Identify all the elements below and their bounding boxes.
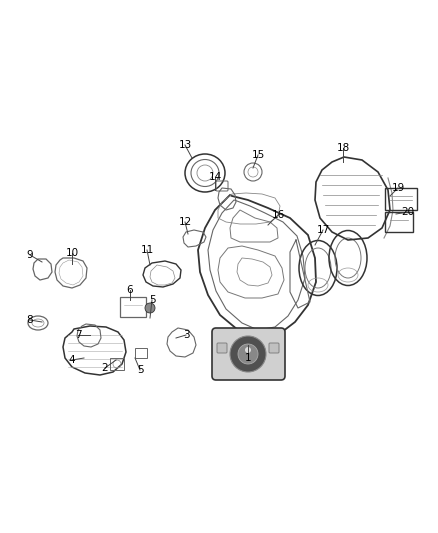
Text: 5: 5 [148,295,155,305]
Text: 4: 4 [69,355,75,365]
Text: 17: 17 [316,225,330,235]
Text: 9: 9 [27,250,33,260]
Text: 6: 6 [127,285,133,295]
Text: 15: 15 [251,150,265,160]
FancyBboxPatch shape [269,343,279,353]
Text: 20: 20 [402,207,414,217]
Text: 19: 19 [392,183,405,193]
Text: 18: 18 [336,143,350,153]
FancyBboxPatch shape [217,343,227,353]
Text: 10: 10 [65,248,78,258]
Polygon shape [150,265,175,285]
Circle shape [145,303,155,313]
Text: 7: 7 [75,330,81,340]
Polygon shape [59,260,83,285]
Text: 5: 5 [137,365,143,375]
Text: 8: 8 [27,315,33,325]
Text: 3: 3 [183,330,189,340]
Text: 1: 1 [245,353,251,363]
Text: 12: 12 [178,217,192,227]
Text: 13: 13 [178,140,192,150]
Text: 14: 14 [208,172,222,182]
Text: 16: 16 [272,210,285,220]
Text: 2: 2 [102,363,108,373]
Circle shape [230,336,266,372]
Text: 11: 11 [140,245,154,255]
FancyBboxPatch shape [212,328,285,380]
Circle shape [238,344,258,364]
Circle shape [245,347,251,353]
